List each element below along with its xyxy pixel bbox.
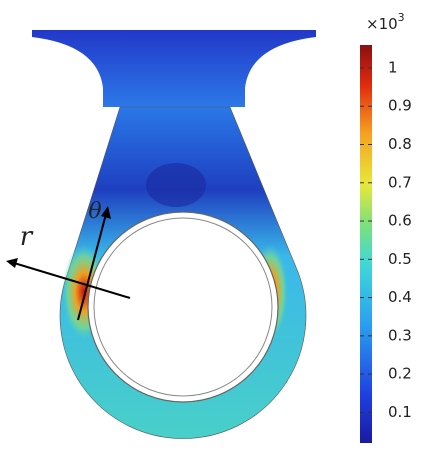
theta-arrow (77, 213, 107, 321)
colorbar-tick-label: 0.6 (388, 212, 412, 230)
theta-arrowhead (101, 206, 111, 219)
colorbar (360, 45, 372, 443)
colorbar-tick-label: 0.8 (388, 135, 412, 153)
multiplier-base: ×10 (366, 15, 398, 33)
colorbar-tick-label: 0.1 (388, 403, 412, 421)
colorbar-tick-label: 0.5 (388, 250, 412, 268)
pin (93, 217, 273, 397)
r-arrowhead (6, 258, 18, 268)
colorbar-tick-label: 0.9 (388, 97, 412, 115)
colorbar-multiplier: ×103 (366, 11, 405, 33)
colorbar-tick-label: 0.3 (388, 326, 412, 344)
colorbar-tick-label: 0.7 (388, 173, 412, 191)
neck-shade (146, 163, 206, 207)
colorbar-tick-label: 0.4 (388, 288, 412, 306)
r-label: r (20, 222, 34, 252)
r-arrow (13, 262, 131, 299)
multiplier-exponent: 3 (398, 11, 405, 24)
colorbar-tick-label: 0.2 (388, 365, 412, 383)
theta-label: θ (88, 199, 101, 224)
colorbar-tick-label: 1 (388, 58, 398, 76)
flange (32, 30, 316, 107)
